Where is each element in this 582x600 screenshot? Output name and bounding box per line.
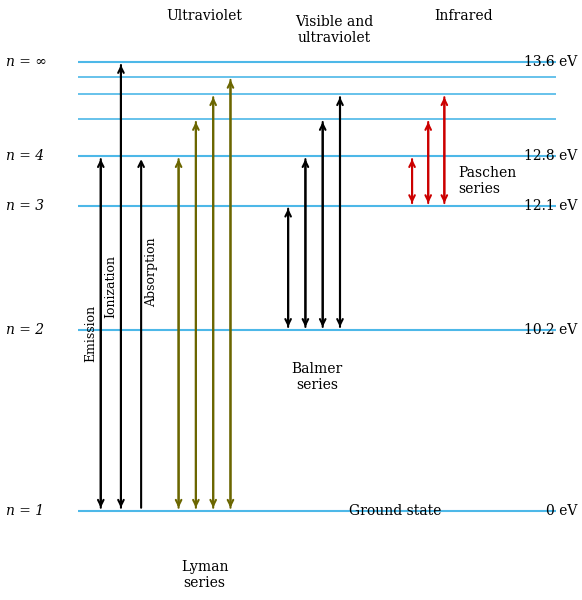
Text: Ionization: Ionization <box>104 255 117 318</box>
Text: n = 4: n = 4 <box>6 149 44 163</box>
Text: Balmer
series: Balmer series <box>292 362 343 392</box>
Text: 0 eV: 0 eV <box>546 503 577 518</box>
Text: n = 1: n = 1 <box>6 503 44 518</box>
Text: 13.6 eV: 13.6 eV <box>524 55 577 69</box>
Text: Paschen
series: Paschen series <box>458 166 516 196</box>
Text: Ultraviolet: Ultraviolet <box>166 8 243 23</box>
Text: 12.1 eV: 12.1 eV <box>524 199 577 213</box>
Text: Infrared: Infrared <box>435 8 494 23</box>
Text: Lyman
series: Lyman series <box>181 560 228 590</box>
Text: 12.8 eV: 12.8 eV <box>524 149 577 163</box>
Text: Visible and
ultraviolet: Visible and ultraviolet <box>295 15 374 46</box>
Text: Ground state: Ground state <box>349 503 441 518</box>
Text: 10.2 eV: 10.2 eV <box>524 323 577 337</box>
Text: n = 2: n = 2 <box>6 323 44 337</box>
Text: Absorption: Absorption <box>145 238 158 307</box>
Text: Emission: Emission <box>84 305 97 362</box>
Text: n = ∞: n = ∞ <box>6 55 47 69</box>
Text: n = 3: n = 3 <box>6 199 44 213</box>
